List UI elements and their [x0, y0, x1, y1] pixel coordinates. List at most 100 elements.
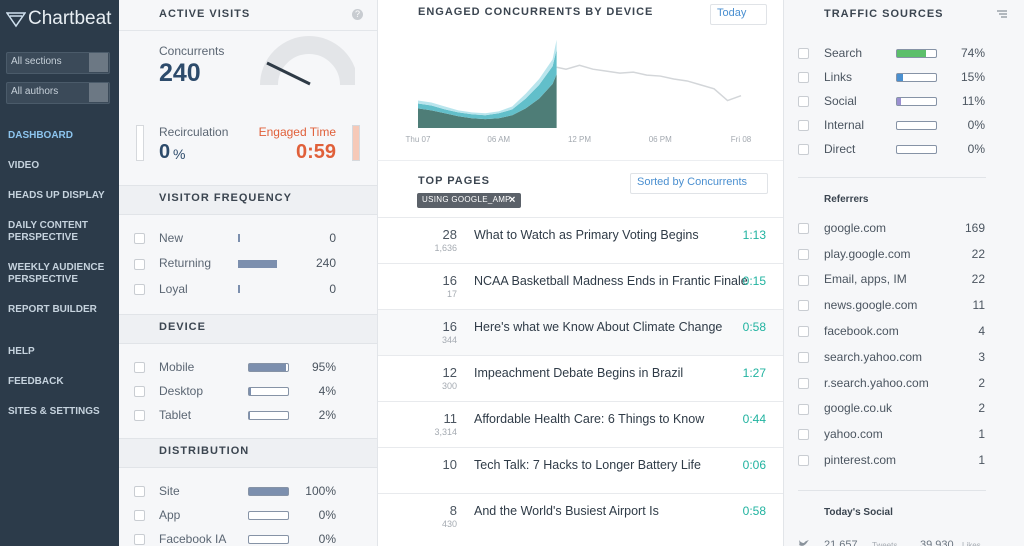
page-engaged: 0:44 [742, 411, 766, 426]
source-value: 0% [967, 141, 985, 156]
label: Engaged Time [258, 124, 336, 139]
checkbox [134, 510, 145, 521]
nav-item: FEEDBACK [8, 376, 64, 387]
subsection-title: Referrers [824, 194, 869, 205]
page-concurrents: 28 [442, 227, 457, 243]
divider [377, 160, 783, 161]
section-title: DEVICE [159, 321, 206, 334]
referrer-value: 22 [971, 246, 985, 261]
checkbox [134, 233, 145, 244]
page-concurrents: 12 [442, 365, 457, 381]
page-title: Affordable Health Care: 6 Things to Know [474, 411, 705, 426]
bar [897, 74, 903, 81]
source-value: 11% [961, 93, 985, 108]
row-value: 240 [315, 256, 336, 271]
tweets: 21,657 [824, 539, 858, 546]
page-visits: 1,636 [434, 242, 457, 253]
page-concurrents: 16 [442, 273, 457, 289]
checkbox [134, 486, 145, 497]
bar-track [896, 97, 937, 106]
engaged-time: 0:59 [295, 141, 336, 163]
concurrents: 240 [159, 59, 201, 87]
bar [238, 285, 240, 293]
page-visits: 430 [441, 518, 457, 529]
filter-arrow [89, 83, 108, 102]
x-tick-label: 12 PM [568, 135, 591, 144]
referrer-value: 22 [971, 272, 985, 287]
checkbox [798, 300, 809, 312]
checkbox [798, 72, 809, 83]
twitter-icon [799, 540, 809, 546]
checkbox [798, 455, 809, 467]
filter-label: All authors [11, 86, 59, 97]
page-concurrents: 16 [442, 319, 457, 335]
bar [249, 388, 251, 395]
checkbox [134, 362, 145, 373]
recirculation-unit: % [173, 145, 186, 162]
meter [352, 125, 360, 161]
checkbox [798, 352, 809, 363]
tweets-label: Tweets [872, 541, 898, 546]
filter-select [6, 52, 110, 74]
referrer-label: google.co.uk [824, 401, 893, 416]
source-label: Internal [824, 117, 865, 132]
page-engaged: 0:58 [742, 319, 766, 334]
logo-icon [6, 12, 26, 28]
row-label: Loyal [159, 281, 188, 296]
page-row [378, 355, 783, 401]
row-label: Facebook IA [159, 531, 227, 546]
row-label: Returning [159, 256, 212, 271]
nav-item: HEADS UP DISPLAY [8, 190, 105, 201]
page-concurrents: 10 [442, 457, 457, 473]
referrer-label: facebook.com [824, 324, 899, 338]
chart-title: ENGAGED CONCURRENTS BY DEVICE [418, 6, 654, 19]
bar [897, 50, 926, 57]
page-row [378, 493, 783, 539]
page-visits: 17 [446, 288, 457, 299]
row-label: App [159, 507, 181, 522]
referrer-value: 4 [978, 324, 985, 338]
checkbox [798, 377, 809, 389]
comparison-line [556, 64, 742, 102]
source-label: Links [824, 69, 853, 84]
sort-select [630, 173, 768, 194]
x-tick-label: 06 PM [649, 135, 672, 144]
page-engaged: 0:58 [742, 503, 766, 518]
page-row [378, 447, 783, 493]
bar-track [248, 511, 289, 520]
page-row [378, 217, 783, 263]
page-engaged: 1:13 [742, 227, 766, 242]
subsection-title: Today's Social [824, 507, 893, 518]
period-select [710, 4, 767, 25]
row-value: 100% [305, 483, 336, 498]
referrer-label: Email, apps, IM [824, 272, 907, 287]
section-title: TOP PAGES [418, 175, 490, 188]
nav-item: WEEKLY AUDIENCE PERSPECTIVE [8, 262, 105, 285]
referrer-label: search.yahoo.com [824, 349, 923, 364]
referrer-label: news.google.com [824, 298, 918, 313]
bar-track [896, 73, 937, 82]
area [418, 74, 557, 128]
page-title: Here's what we Know About Climate Change [474, 319, 723, 334]
nav-item: REPORT BUILDER [8, 304, 97, 315]
row-label: New [159, 230, 184, 245]
x-tick-label: 06 AM [487, 135, 510, 144]
logo: Chartbeat [28, 7, 112, 29]
sort-label: Sorted by Concurrents [637, 176, 748, 189]
row-label: Site [159, 483, 180, 498]
nav-item: SITES & SETTINGS [8, 406, 100, 417]
source-label: Search [824, 45, 863, 60]
referrer-value: 1 [978, 453, 985, 467]
referrer-value: 1 [978, 427, 985, 442]
checkbox [798, 326, 809, 338]
source-value: 74% [960, 45, 985, 60]
divider [119, 30, 377, 31]
nav-item: VIDEO [8, 160, 40, 171]
gauge [260, 36, 355, 86]
filter-arrow [89, 53, 108, 72]
page-visits: 3,314 [434, 426, 457, 437]
section-header [119, 314, 377, 344]
bar [897, 98, 902, 105]
checkbox [798, 429, 809, 441]
